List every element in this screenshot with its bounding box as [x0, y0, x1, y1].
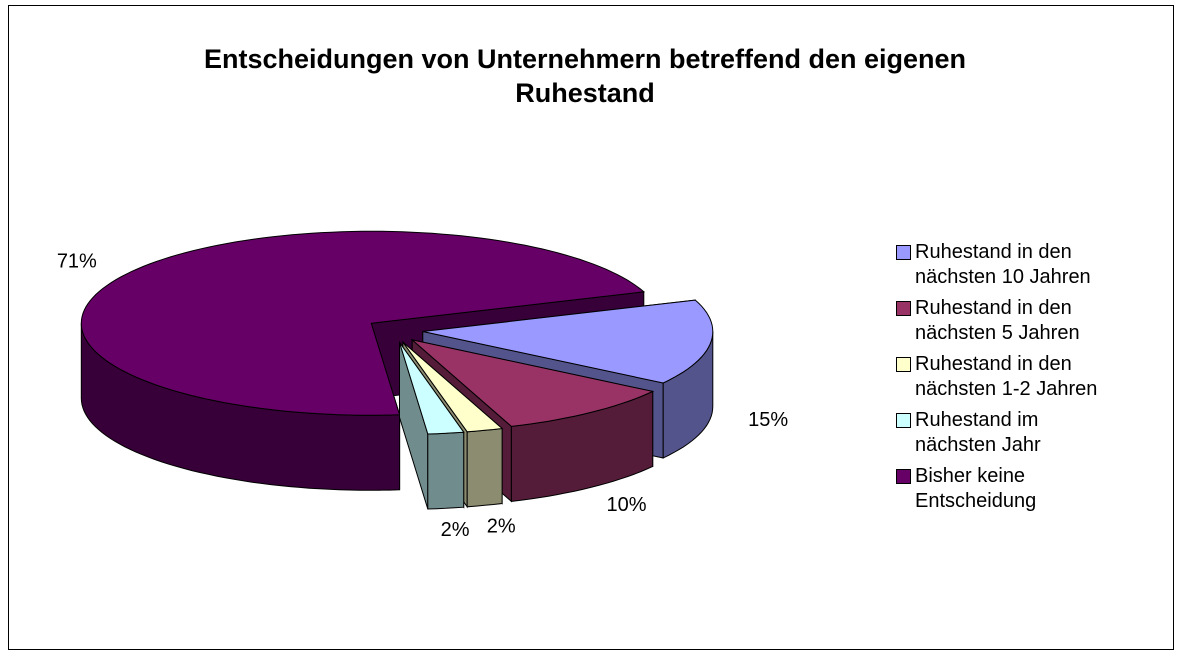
data-label: 10%	[606, 494, 646, 516]
slice-wall	[427, 431, 465, 510]
legend-label: Ruhestand in den nächsten 5 Jahren	[915, 297, 1080, 344]
chart-title: Entscheidungen von Unternehmern betreffe…	[203, 44, 967, 108]
legend-swatch	[896, 469, 911, 484]
legend-entry: Ruhestand in den nächsten 5 Jahren	[896, 296, 1110, 346]
slice-wall	[466, 427, 503, 508]
data-label: 15%	[748, 409, 788, 431]
legend-entry: Ruhestand in den nächsten 1-2 Jahren	[896, 352, 1110, 402]
slice	[410, 339, 655, 427]
legend-entry: Ruhestand im nächsten Jahr	[896, 408, 1110, 458]
slice	[402, 341, 504, 433]
legend-label: Ruhestand in den nächsten 10 Jahren	[915, 241, 1091, 288]
legend-entry: Ruhestand in den nächsten 10 Jahren	[896, 240, 1110, 290]
data-label: 2%	[441, 519, 470, 541]
legend-swatch	[896, 301, 911, 316]
legend-label: Bisher keine Entscheidung	[915, 465, 1037, 512]
data-label: 71%	[57, 250, 97, 272]
legend-label: Ruhestand in den nächsten 1-2 Jahren	[915, 353, 1098, 400]
slice	[80, 230, 646, 416]
legend: Ruhestand in den nächsten 10 Jahren Ruhes…	[896, 240, 1110, 520]
slice	[422, 299, 714, 384]
slice	[399, 342, 465, 435]
legend-swatch	[896, 413, 911, 428]
legend-swatch	[896, 357, 911, 372]
legend-swatch	[896, 245, 911, 260]
chart-frame	[8, 5, 1174, 650]
legend-label: Ruhestand im nächsten Jahr	[915, 409, 1041, 456]
legend-entry: Bisher keine Entscheidung	[896, 464, 1110, 514]
data-label: 2%	[487, 516, 516, 538]
